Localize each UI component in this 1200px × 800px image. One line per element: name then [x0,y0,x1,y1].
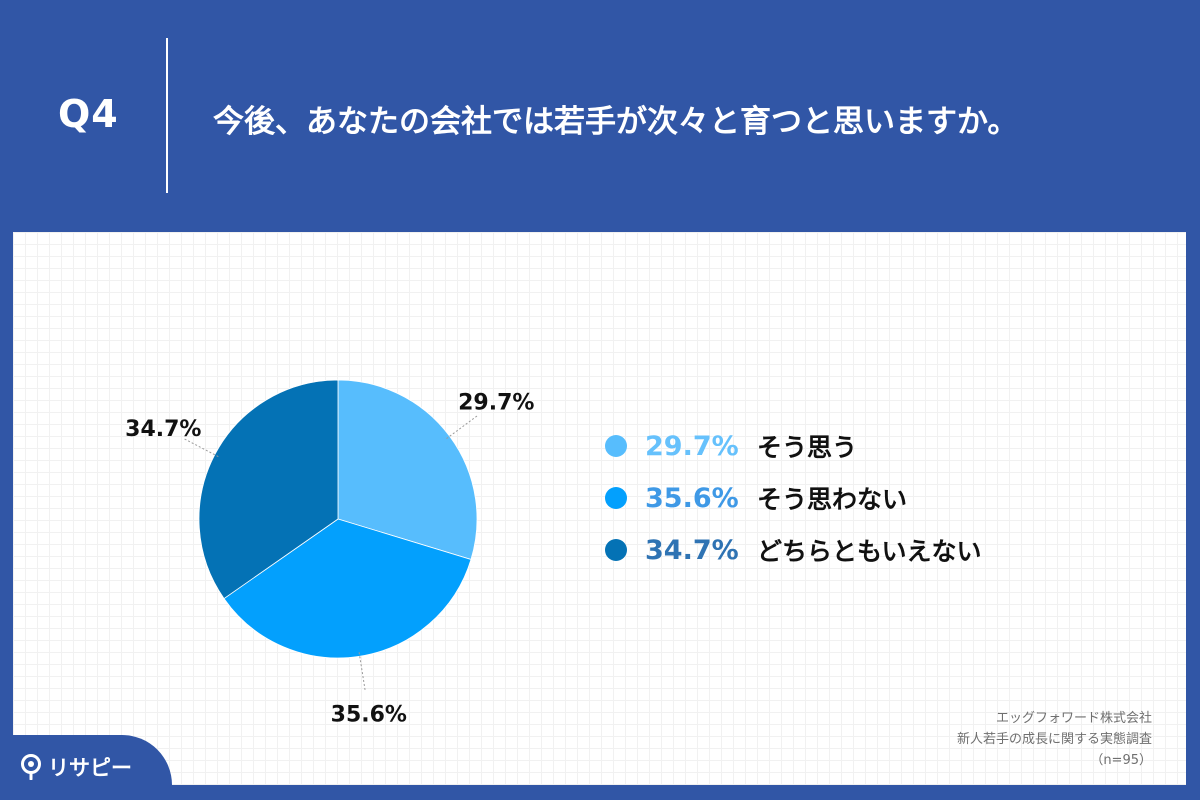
logo-tab [0,735,172,800]
credit-company: エッグフォワード株式会社 [995,711,1152,726]
pie-slice [337,379,478,560]
slice-label: 35.6% [331,703,407,728]
credit-survey: 新人若手の成長に関する実態調査 [956,732,1152,747]
magnifier-pin-icon [21,754,41,780]
legend-percent: 34.7% [645,534,739,566]
legend-swatch [605,539,627,561]
header-banner: Q4 今後、あなたの会社では若手が次々と育つと思いますか。 [0,0,1200,232]
leader-line [358,652,366,690]
question-title: 今後、あなたの会社では若手が次々と育つと思いますか。 [213,104,1019,140]
legend-label: そう思う [757,433,858,462]
leader-line [446,415,478,440]
legend-percent: 35.6% [645,482,739,514]
chart-legend: 29.7% そう思う 35.6% そう思わない 34.7% どちらともいえない [605,420,982,576]
legend-label: そう思わない [757,485,908,514]
legend-swatch [605,487,627,509]
credit-sample-size: （n=95） [1090,753,1152,768]
pie-slice [198,379,339,600]
question-number: Q4 [58,92,119,136]
logo-text: リサピー [48,756,132,780]
legend-item: 29.7% そう思う [605,420,982,472]
legend-item: 34.7% どちらともいえない [605,524,982,576]
brand-logo: リサピー [20,752,132,782]
slice-label: 34.7% [125,417,201,442]
source-credit: エッグフォワード株式会社 新人若手の成長に関する実態調査 （n=95） [957,708,1152,771]
header-divider [166,38,168,193]
legend-swatch [605,435,627,457]
slice-label: 29.7% [458,391,534,416]
legend-percent: 29.7% [645,430,739,462]
pie-slice [223,518,472,659]
legend-label: どちらともいえない [757,537,982,566]
legend-item: 35.6% そう思わない [605,472,982,524]
